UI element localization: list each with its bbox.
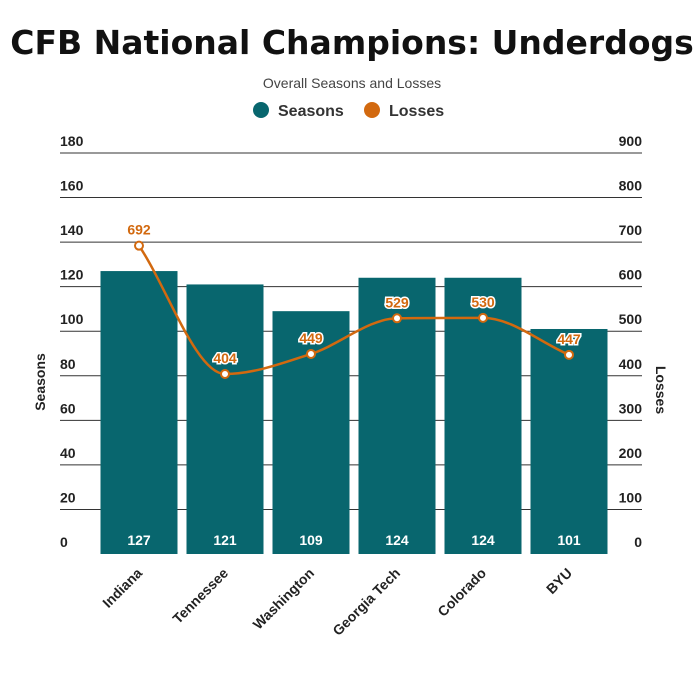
bar-seasons <box>530 328 608 554</box>
category-label: Colorado <box>434 565 489 620</box>
bar-value-label: 121 <box>213 532 237 548</box>
losses-point <box>220 368 230 379</box>
legend-marker-seasons <box>253 102 269 118</box>
right-tick-label: 700 <box>619 222 643 238</box>
left-tick-label: 0 <box>60 534 68 550</box>
seasons-bar-labels: 127 121 109 124 124 101 <box>127 532 581 548</box>
bar-value-label: 124 <box>385 532 409 548</box>
right-tick-label: 500 <box>619 311 643 327</box>
chart-title: CFB National Champions: Underdogs <box>10 23 694 62</box>
losses-value-label: 530 <box>471 294 495 310</box>
losses-line-layer: 692 404 449 529 530 447 <box>126 220 582 379</box>
left-tick-label: 20 <box>60 489 76 505</box>
right-axis-ticks: 0 100 200 300 400 500 600 700 800 900 <box>619 133 643 550</box>
losses-point <box>392 313 402 324</box>
left-tick-label: 60 <box>60 400 76 416</box>
bar-seasons <box>100 271 178 554</box>
right-tick-label: 800 <box>619 178 643 194</box>
right-tick-label: 200 <box>619 445 643 461</box>
right-tick-label: 100 <box>619 489 643 505</box>
legend-label-seasons: Seasons <box>278 103 344 120</box>
right-tick-label: 300 <box>619 400 643 416</box>
category-label: Indiana <box>99 565 145 611</box>
legend: Seasons Losses <box>253 102 444 120</box>
category-label: Tennessee <box>169 565 231 627</box>
category-label: BYU <box>543 565 575 597</box>
left-tick-label: 120 <box>60 267 84 283</box>
left-tick-label: 140 <box>60 222 84 238</box>
bar-seasons <box>186 284 264 554</box>
bar-seasons <box>272 311 350 554</box>
losses-value-label: 529 <box>385 294 409 310</box>
left-tick-label: 100 <box>60 311 84 327</box>
left-tick-label: 80 <box>60 356 76 372</box>
losses-point <box>478 312 488 323</box>
right-tick-label: 0 <box>634 534 642 550</box>
right-tick-label: 400 <box>619 356 643 372</box>
bar-value-label: 101 <box>557 532 581 548</box>
losses-point <box>564 349 574 360</box>
seasons-bars <box>100 271 608 554</box>
right-tick-label: 600 <box>619 267 643 283</box>
legend-label-losses: Losses <box>389 103 444 120</box>
chart-subtitle: Overall Seasons and Losses <box>263 75 441 91</box>
category-label: Georgia Tech <box>329 565 403 639</box>
category-label: Washington <box>250 565 318 633</box>
left-tick-label: 40 <box>60 445 76 461</box>
losses-value-label: 447 <box>557 331 581 347</box>
bar-value-label: 127 <box>127 532 151 548</box>
bar-value-label: 124 <box>471 532 495 548</box>
losses-point <box>306 348 316 359</box>
bar-value-label: 109 <box>299 532 323 548</box>
losses-value-label: 404 <box>213 350 237 366</box>
left-tick-label: 160 <box>60 178 84 194</box>
left-tick-label: 180 <box>60 133 84 149</box>
losses-value-label: 449 <box>299 330 323 346</box>
y-axis-title-losses: Losses <box>653 366 669 414</box>
legend-marker-losses <box>364 102 380 118</box>
losses-point <box>134 240 144 251</box>
right-tick-label: 900 <box>619 133 643 149</box>
category-labels: Indiana Tennessee Washington Georgia Tech Co… <box>99 565 575 639</box>
losses-value-label: 692 <box>127 222 151 238</box>
left-axis-ticks: 0 20 40 60 80 100 120 140 160 180 <box>60 133 84 550</box>
y-axis-title-seasons: Seasons <box>32 353 48 411</box>
